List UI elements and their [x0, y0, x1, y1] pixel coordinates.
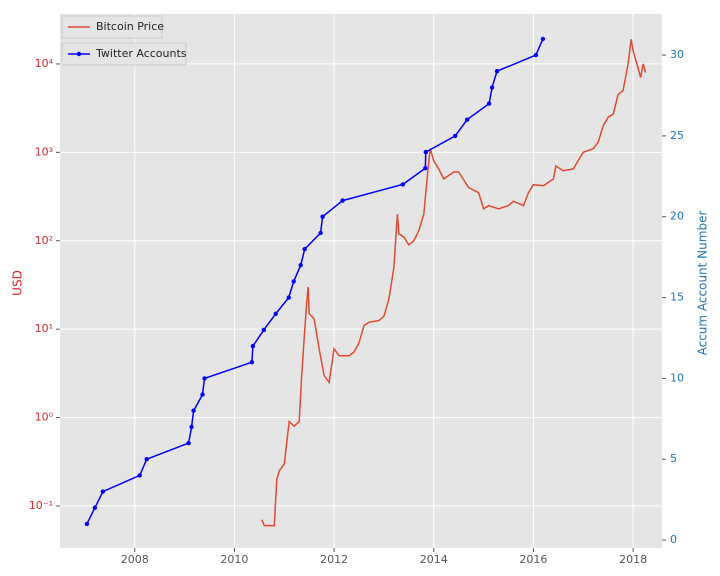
x-tick-label: 2010	[220, 553, 248, 566]
legend-box	[61, 42, 187, 66]
data-point	[250, 343, 256, 349]
data-point	[400, 182, 406, 187]
data-point	[533, 52, 539, 58]
y2-axis-label: Accum Account Number	[696, 211, 710, 356]
data-point	[249, 360, 255, 365]
legend-marker	[76, 51, 82, 57]
data-point	[340, 198, 345, 203]
data-point	[273, 311, 278, 316]
data-point	[489, 85, 495, 90]
data-point	[186, 440, 191, 446]
data-point	[298, 263, 303, 268]
data-point	[540, 36, 546, 42]
data-point	[291, 279, 296, 284]
data-point	[84, 521, 90, 527]
data-point	[286, 295, 291, 300]
y-tick-label: 10⁰	[35, 411, 54, 424]
y-tick-label: 10⁻¹	[29, 499, 53, 512]
data-point	[320, 214, 325, 219]
legend-label: Bitcoin Price	[96, 20, 164, 33]
data-point	[494, 69, 500, 74]
x-tick-label: 2016	[519, 553, 547, 566]
data-point	[464, 117, 470, 122]
data-point	[137, 473, 142, 478]
y2-tick-label: 10	[670, 371, 684, 384]
data-point	[100, 489, 106, 494]
y2-tick-label: 5	[670, 452, 677, 465]
y-tick-label: 10¹	[35, 322, 53, 335]
data-point	[486, 101, 492, 106]
y-tick-label: 10⁴	[35, 57, 54, 70]
y2-tick-label: 0	[670, 533, 677, 546]
y-tick-label: 10²	[35, 234, 53, 247]
x-tick-label: 2008	[121, 553, 149, 566]
legend-box	[61, 15, 163, 39]
data-point	[261, 327, 267, 333]
data-point	[302, 246, 307, 252]
data-point	[144, 457, 149, 462]
y2-tick-label: 25	[670, 129, 684, 142]
data-point	[452, 133, 458, 139]
y2-tick-label: 20	[670, 210, 684, 223]
y-tick-label: 10³	[35, 145, 53, 158]
y2-tick-label: 15	[670, 291, 684, 304]
data-point	[200, 392, 205, 397]
data-point	[423, 149, 428, 155]
x-tick-label: 2014	[420, 553, 448, 566]
data-point	[202, 376, 207, 381]
data-point	[318, 230, 323, 236]
x-tick-label: 2012	[320, 553, 348, 566]
data-point	[189, 424, 194, 430]
plot-area	[60, 14, 662, 548]
data-point	[423, 166, 428, 171]
y2-tick-label: 30	[670, 48, 684, 61]
data-point	[191, 408, 196, 413]
data-line	[261, 39, 647, 527]
legend-label: Twitter Accounts	[95, 47, 187, 60]
data-point	[92, 505, 98, 510]
x-tick-label: 2018	[619, 553, 647, 566]
y-axis-label: USD	[11, 270, 25, 296]
